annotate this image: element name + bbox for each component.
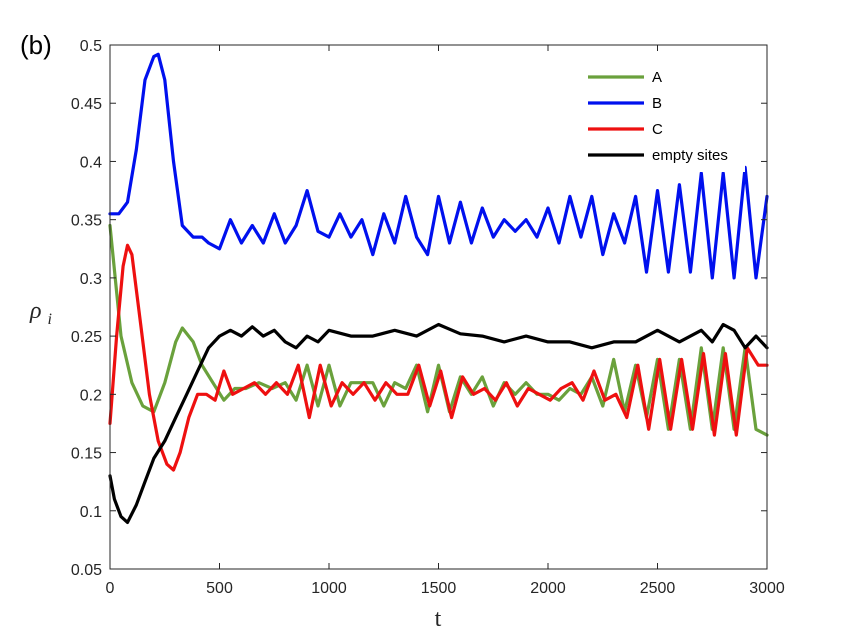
y-tick-label: 0.2 [80,387,102,404]
y-tick-label: 0.4 [80,154,102,171]
y-tick-label: 0.1 [80,504,102,521]
tick-label-layer: 0 500 1000 1500 2000 2500 3000 0.05 0.1 0.15 0.2 0.… [71,38,785,597]
series-layer [108,52,769,525]
legend-label-a: A [652,69,662,86]
y-axis-label-sub: i [48,311,52,328]
y-tick-label: 0.45 [71,96,102,113]
series-line-a [108,223,769,437]
legend-label-empty-sites: empty sites [652,147,728,164]
y-tick-label: 0.35 [71,213,102,230]
x-tick-label: 3000 [749,580,785,597]
y-axis-label: ρ i [29,298,52,328]
y-axis-label-main: ρ [29,298,42,324]
series-line-empty-sites [108,322,769,525]
x-tick-label: 1500 [421,580,457,597]
y-tick-label: 0.15 [71,446,102,463]
legend-label-b: B [652,95,662,112]
series-line-c [108,243,769,472]
x-axis-label: t [435,606,442,632]
y-tick-label: 0.5 [80,38,102,55]
x-tick-label: 2500 [640,580,676,597]
x-tick-label: 500 [206,580,233,597]
panel-label: (b) [20,30,52,60]
x-tick-label: 2000 [530,580,566,597]
axes-layer [109,44,768,570]
series-line-b [108,52,769,280]
x-tick-label: 0 [106,580,115,597]
legend-label-c: C [652,121,663,138]
y-tick-label: 0.05 [71,562,102,579]
x-tick-label: 1000 [311,580,347,597]
y-tick-label: 0.3 [80,271,102,288]
y-tick-label: 0.25 [71,329,102,346]
